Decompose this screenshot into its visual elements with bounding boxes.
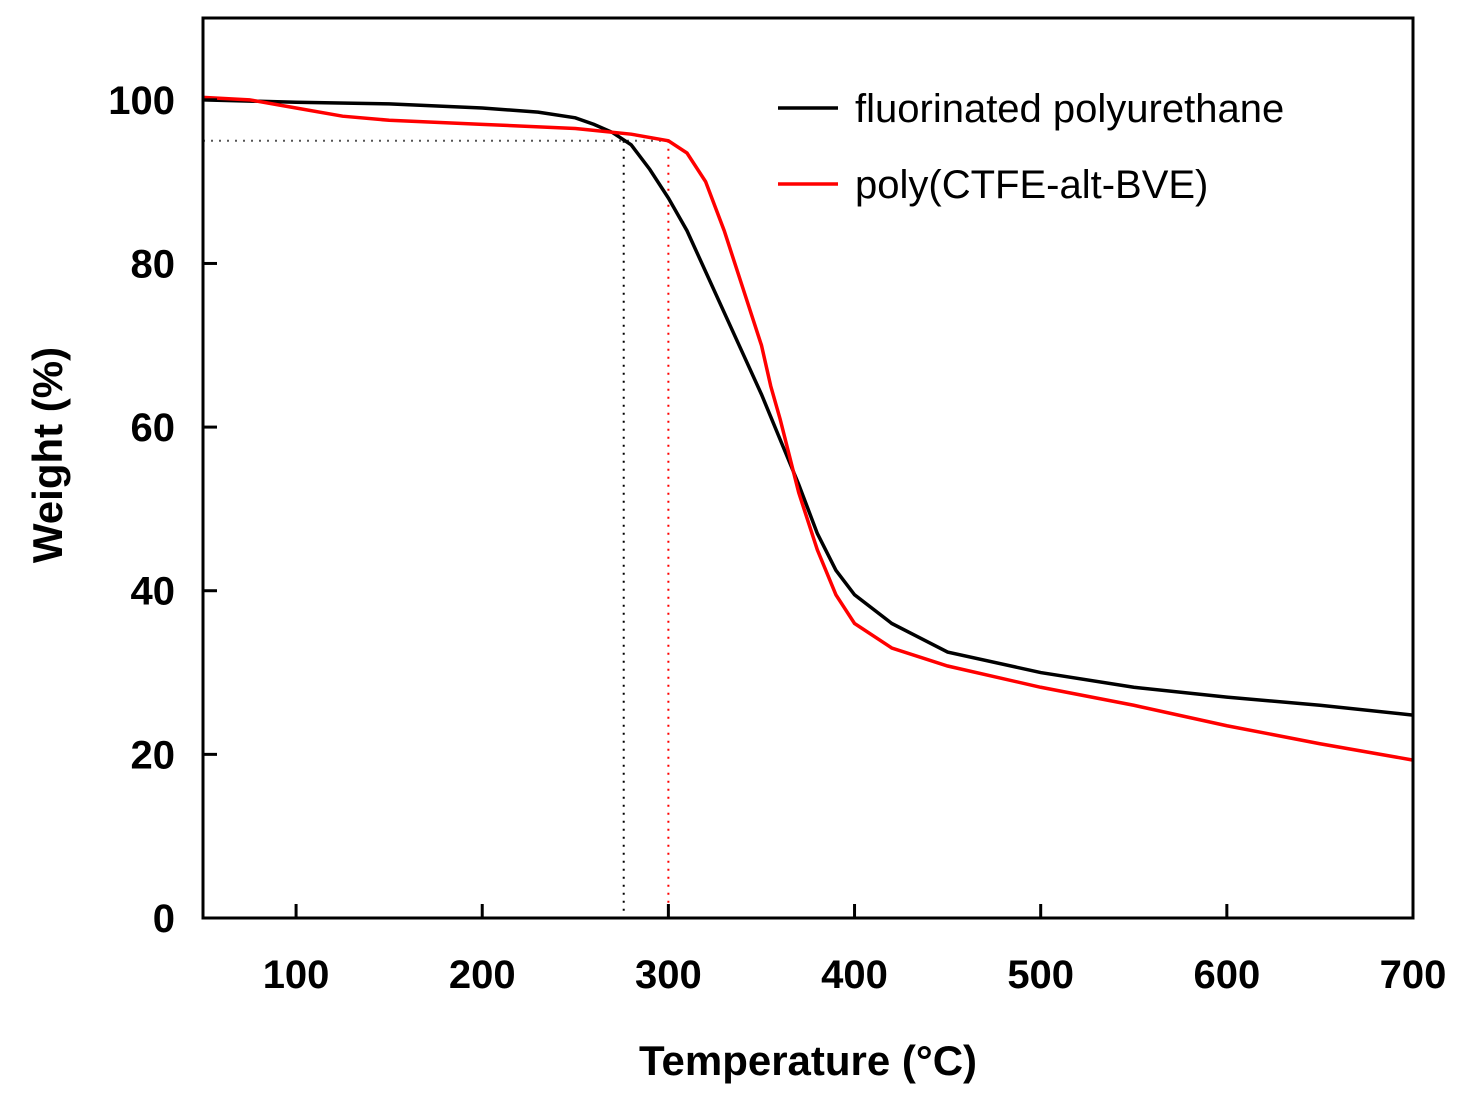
data-line [202,98,1414,717]
x-tick-label: 200 [449,953,516,997]
plot-frame [201,16,1415,920]
y-tick-label: 60 [131,406,176,450]
x-tick-label: 400 [821,953,888,997]
y-axis-title: Weight (%) [24,347,71,563]
x-tick-label: 300 [635,953,702,997]
x-axis-title: Temperature (°C) [639,1037,977,1084]
y-tick-label: 40 [131,570,176,614]
legend-label: poly(CTFE-alt-BVE) [855,163,1208,207]
data-line [202,95,1414,762]
y-tick-label: 0 [153,897,175,941]
x-tick-label: 600 [1193,953,1260,997]
y-tick-label: 20 [131,733,176,777]
legend-label: fluorinated polyurethane [855,87,1284,131]
x-tick-label: 500 [1007,953,1074,997]
y-tick-label: 100 [108,79,175,123]
x-tick-label: 700 [1380,953,1447,997]
y-tick-label: 80 [131,242,176,286]
x-tick-label: 100 [263,953,330,997]
